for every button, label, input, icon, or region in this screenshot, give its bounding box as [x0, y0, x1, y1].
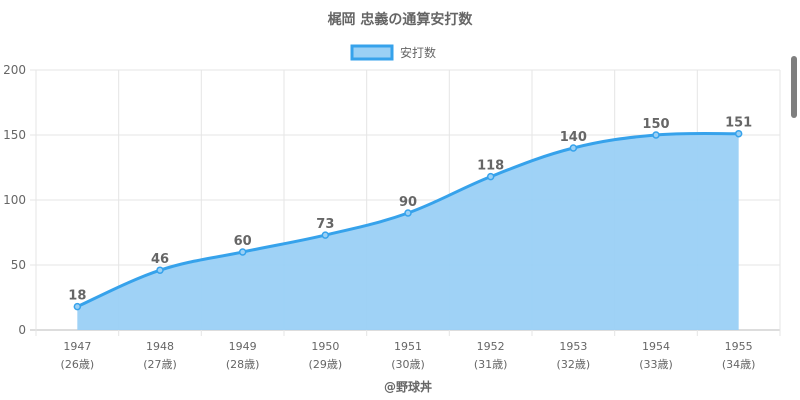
- data-label: 151: [725, 116, 752, 131]
- data-point: [404, 209, 412, 217]
- x-tick-sublabel: (30歳): [391, 358, 425, 371]
- y-tick-label: 200: [3, 63, 26, 77]
- x-tick-sublabel: (32歳): [557, 358, 591, 371]
- y-tick-label: 150: [3, 128, 26, 142]
- data-label: 18: [68, 289, 86, 304]
- legend-label: 安打数: [400, 45, 436, 60]
- chart-title: 梶岡 忠義の通算安打数: [328, 11, 474, 28]
- x-tick-label: 1952: [477, 340, 505, 353]
- y-tick-label: 0: [18, 323, 26, 337]
- data-point: [156, 266, 164, 274]
- data-label: 150: [642, 117, 669, 132]
- data-label: 90: [399, 195, 417, 210]
- x-tick-sublabel: (29歳): [309, 358, 343, 371]
- x-tick-sublabel: (26歳): [61, 358, 95, 371]
- x-tick-label: 1948: [146, 340, 174, 353]
- legend-swatch: [350, 44, 394, 61]
- x-tick-sublabel: (27歳): [143, 358, 177, 371]
- x-tick-sublabel: (34歳): [722, 358, 756, 371]
- x-tick-sublabel: (33歳): [639, 358, 673, 371]
- data-point: [734, 129, 743, 138]
- x-tick-sublabel: (31歳): [474, 358, 508, 371]
- footer-credit: @野球丼: [384, 379, 432, 394]
- data-point: [238, 248, 247, 256]
- scrollbar[interactable]: [791, 56, 797, 118]
- data-label: 60: [234, 234, 252, 249]
- data-label: 140: [560, 130, 587, 145]
- x-tick-label: 1949: [229, 340, 257, 353]
- x-tick-label: 1954: [642, 340, 670, 353]
- data-point: [569, 144, 578, 152]
- x-tick-label: 1951: [394, 340, 422, 353]
- x-tick-label: 1950: [311, 340, 339, 353]
- data-label: 46: [151, 252, 169, 267]
- series-area: [77, 133, 739, 330]
- data-point: [652, 131, 660, 139]
- data-point: [486, 172, 495, 181]
- x-tick-label: 1955: [725, 340, 753, 353]
- data-label: 73: [316, 217, 334, 232]
- x-tick-label: 1953: [559, 340, 587, 353]
- y-tick-label: 50: [11, 258, 26, 272]
- x-tick-sublabel: (28歳): [226, 358, 260, 371]
- data-point: [73, 302, 82, 311]
- data-label: 118: [477, 159, 504, 174]
- data-point: [321, 231, 330, 239]
- x-tick-label: 1947: [63, 340, 91, 353]
- y-tick-label: 100: [3, 193, 26, 207]
